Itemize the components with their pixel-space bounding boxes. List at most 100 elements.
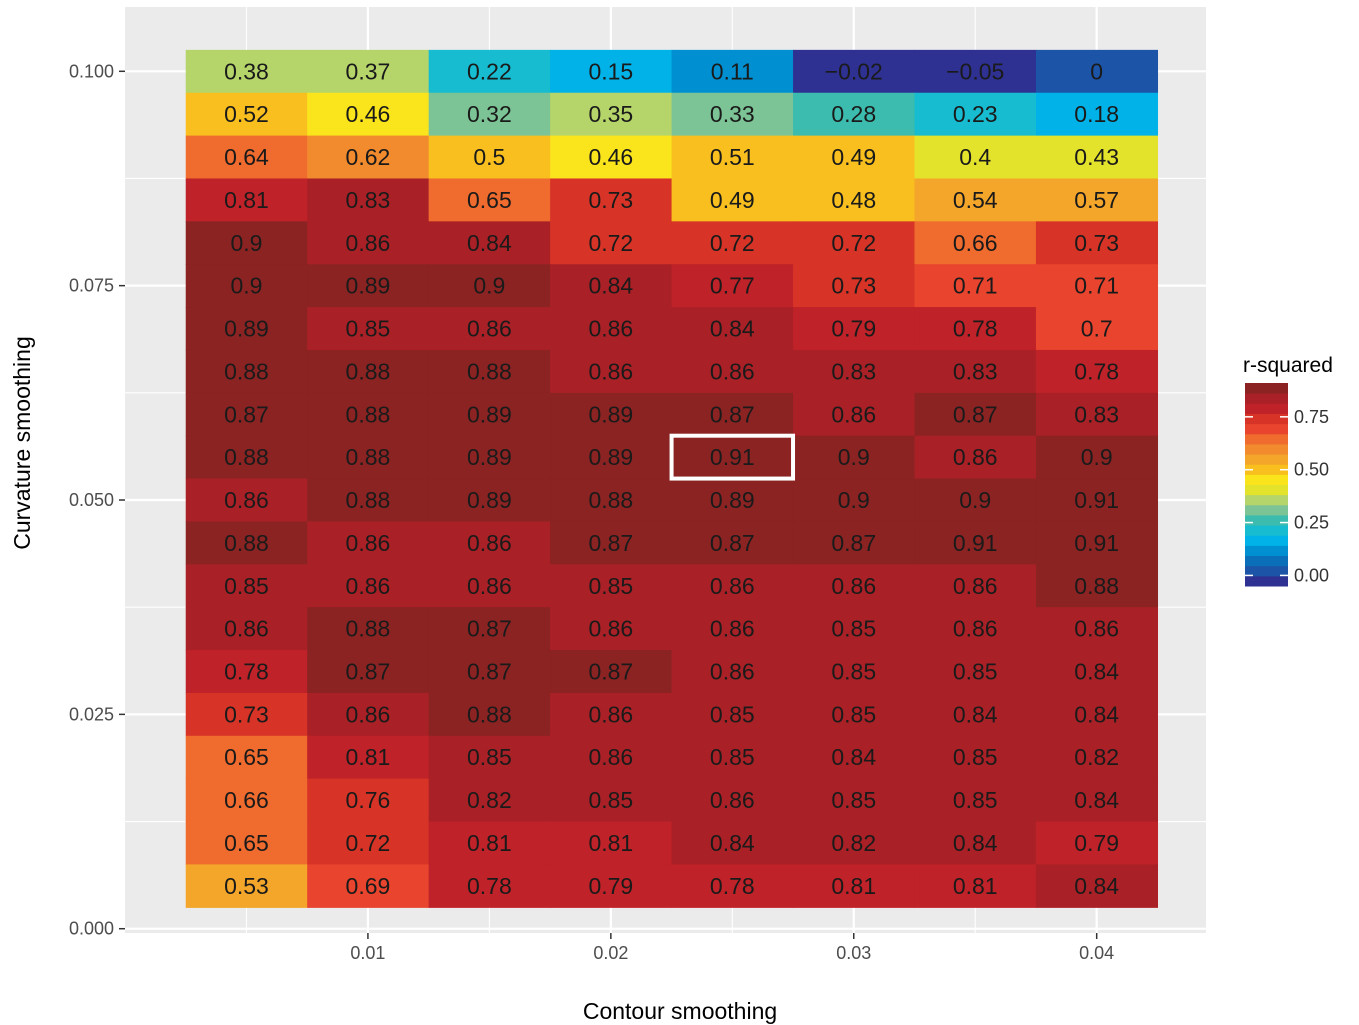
cell-label: 0.88 <box>224 358 269 384</box>
cell-label: 0.86 <box>588 316 633 342</box>
cell-label: 0.73 <box>1074 230 1119 256</box>
cell-label: 0.86 <box>1074 616 1119 642</box>
cell-label: 0.82 <box>467 787 512 813</box>
cell-label: 0.89 <box>467 444 512 470</box>
legend-color-step <box>1245 505 1288 516</box>
cell-label: 0.72 <box>588 230 633 256</box>
legend-color-step <box>1245 515 1288 526</box>
cell-label: 0.86 <box>467 530 512 556</box>
y-axis-title: Curvature smoothing <box>9 336 35 550</box>
cell-label: 0.66 <box>953 230 998 256</box>
cell-label: 0.86 <box>831 401 876 427</box>
cell-label: 0.87 <box>224 401 269 427</box>
cell-label: 0.83 <box>953 358 998 384</box>
legend-tick-label: 0.50 <box>1294 460 1329 480</box>
cell-label: −0.02 <box>825 58 883 84</box>
cell-label: 0.9 <box>473 273 505 299</box>
cell-label: 0.86 <box>346 530 391 556</box>
cell-label: 0.78 <box>710 873 755 899</box>
cell-label: 0.88 <box>346 358 391 384</box>
cell-label: 0.18 <box>1074 101 1119 127</box>
cell-label: 0.86 <box>953 444 998 470</box>
cell-label: 0.84 <box>588 273 633 299</box>
x-axis-title: Contour smoothing <box>583 998 777 1024</box>
cell-label: 0.91 <box>710 444 755 470</box>
cell-label: 0.9 <box>230 273 262 299</box>
cell-label: 0.9 <box>838 487 870 513</box>
cell-label: 0.51 <box>710 144 755 170</box>
cell-label: 0.89 <box>224 316 269 342</box>
cell-label: 0.46 <box>588 144 633 170</box>
cell-label: 0.86 <box>710 358 755 384</box>
cell-label: 0.81 <box>953 873 998 899</box>
cell-label: 0.86 <box>224 487 269 513</box>
cell-label: 0.88 <box>467 358 512 384</box>
cell-label: 0.84 <box>1074 873 1119 899</box>
cell-label: −0.05 <box>946 58 1004 84</box>
cell-label: 0.66 <box>224 787 269 813</box>
cell-label: 0.86 <box>953 573 998 599</box>
cell-label: 0.84 <box>1074 701 1119 727</box>
cell-label: 0.86 <box>224 616 269 642</box>
cell-label: 0.77 <box>710 273 755 299</box>
legend-tick-label: 0.25 <box>1294 513 1329 533</box>
cell-label: 0.84 <box>710 316 755 342</box>
cell-label: 0.33 <box>710 101 755 127</box>
legend-color-step <box>1245 485 1288 496</box>
cell-label: 0.89 <box>467 401 512 427</box>
cell-label: 0.49 <box>710 187 755 213</box>
cell-label: 0 <box>1090 58 1103 84</box>
cell-label: 0.91 <box>1074 530 1119 556</box>
legend-color-step <box>1245 393 1288 404</box>
cell-label: 0.87 <box>710 530 755 556</box>
cell-label: 0.89 <box>346 273 391 299</box>
cell-label: 0.87 <box>953 401 998 427</box>
cell-label: 0.85 <box>831 787 876 813</box>
cell-label: 0.82 <box>1074 744 1119 770</box>
cell-label: 0.87 <box>831 530 876 556</box>
cell-label: 0.82 <box>831 830 876 856</box>
cell-label: 0.71 <box>1074 273 1119 299</box>
x-tick-label: 0.01 <box>350 943 385 963</box>
cell-label: 0.86 <box>588 744 633 770</box>
cell-label: 0.79 <box>588 873 633 899</box>
cell-label: 0.81 <box>346 744 391 770</box>
cell-label: 0.46 <box>346 101 391 127</box>
cell-label: 0.88 <box>346 616 391 642</box>
cell-label: 0.73 <box>224 701 269 727</box>
cell-label: 0.64 <box>224 144 269 170</box>
cell-label: 0.85 <box>831 701 876 727</box>
cell-label: 0.84 <box>1074 658 1119 684</box>
legend-color-step <box>1245 383 1288 394</box>
cell-label: 0.87 <box>588 530 633 556</box>
legend-color-step <box>1245 535 1288 546</box>
cell-label: 0.88 <box>224 444 269 470</box>
cell-label: 0.88 <box>588 487 633 513</box>
cell-label: 0.78 <box>224 658 269 684</box>
cell-label: 0.91 <box>1074 487 1119 513</box>
x-tick-label: 0.02 <box>593 943 628 963</box>
cell-label: 0.85 <box>710 744 755 770</box>
legend-tick-label: 0.00 <box>1294 565 1329 585</box>
cell-label: 0.88 <box>224 530 269 556</box>
cell-label: 0.81 <box>224 187 269 213</box>
cell-label: 0.76 <box>346 787 391 813</box>
cell-label: 0.81 <box>831 873 876 899</box>
cell-label: 0.28 <box>831 101 876 127</box>
legend-color-step <box>1245 413 1288 424</box>
cell-label: 0.86 <box>346 701 391 727</box>
legend-title: r-squared <box>1243 354 1333 377</box>
cell-label: 0.85 <box>467 744 512 770</box>
cell-label: 0.72 <box>710 230 755 256</box>
legend-color-step <box>1245 403 1288 414</box>
cell-label: 0.89 <box>588 401 633 427</box>
cell-label: 0.79 <box>831 316 876 342</box>
cell-label: 0.9 <box>230 230 262 256</box>
cell-label: 0.65 <box>224 744 269 770</box>
x-tick-label: 0.03 <box>836 943 871 963</box>
cell-label: 0.84 <box>953 830 998 856</box>
cell-label: 0.88 <box>346 487 391 513</box>
cell-label: 0.88 <box>467 701 512 727</box>
cell-label: 0.85 <box>953 744 998 770</box>
